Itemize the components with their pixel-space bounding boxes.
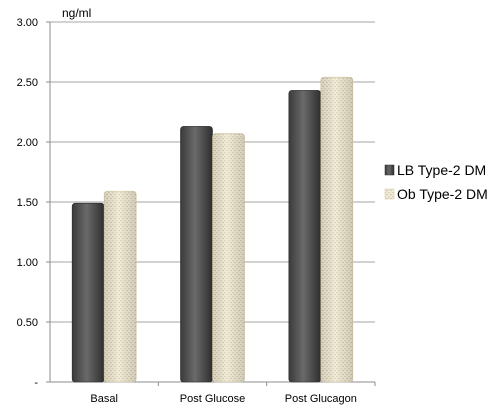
x-tick-label: Post Glucose (180, 393, 245, 405)
y-axis-ticks: - 0.50 1.00 1.50 2.00 2.50 3.00 (17, 17, 50, 389)
legend-label: Ob Type-2 DM (397, 186, 488, 202)
bars (71, 76, 354, 383)
bar-ob-post-glucose (212, 133, 245, 383)
legend-swatch (384, 164, 395, 176)
y-tick-label: 1.00 (17, 257, 38, 269)
legend-item: LB Type-2 DM (384, 162, 486, 178)
y-tick-label: 3.00 (17, 17, 38, 29)
bar-ob-basal (103, 190, 137, 383)
y-tick-label: - (34, 377, 38, 389)
y-tick-label: 2.50 (17, 77, 38, 89)
legend-item: Ob Type-2 DM (384, 186, 488, 202)
y-tick-label: 1.50 (17, 197, 38, 209)
bar (71, 202, 105, 383)
bar (288, 90, 322, 383)
bar-ob-post-glucagon (320, 76, 354, 383)
bar-shading (320, 77, 353, 382)
legend-label: LB Type-2 DM (397, 162, 486, 178)
bar (180, 126, 213, 383)
y-tick-label: 0.50 (17, 317, 38, 329)
unit-label: ng/ml (62, 6, 91, 20)
x-tick-label: Post Glucagon (285, 393, 357, 405)
y-tick-label: 2.00 (17, 137, 38, 149)
legend-swatch (384, 188, 395, 200)
bar-lb-basal (71, 202, 105, 383)
bar-lb-post-glucagon (288, 90, 322, 383)
bar-shading (212, 133, 245, 382)
bar-lb-post-glucose (180, 126, 213, 383)
x-tick-label: Basal (90, 393, 118, 405)
bar-shading (104, 191, 137, 382)
x-axis-labels: Basal Post Glucose Post Glucagon (90, 393, 357, 405)
legend: LB Type-2 DM Ob Type-2 DM (384, 162, 488, 202)
